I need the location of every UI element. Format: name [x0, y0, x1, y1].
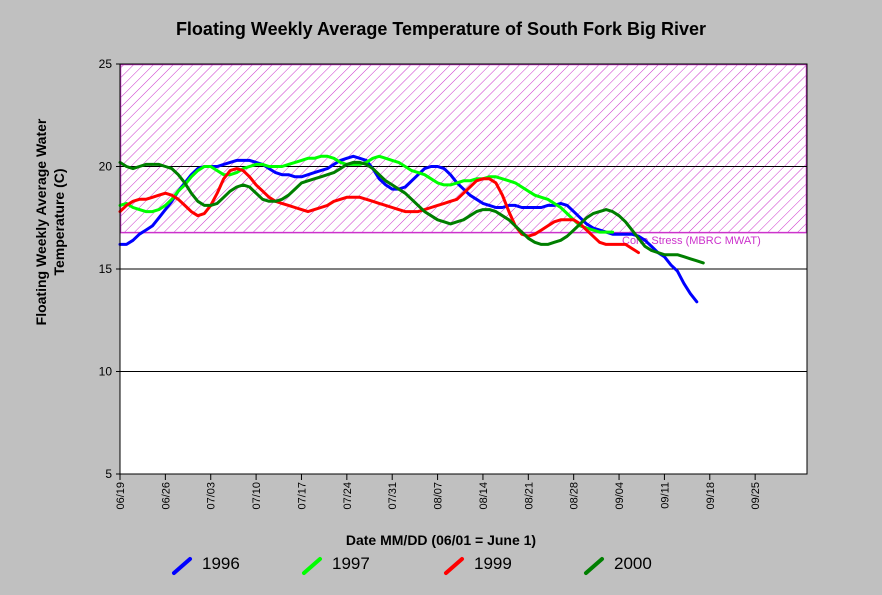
x-tick-label: 08/07	[433, 482, 445, 510]
y-axis-title-line: Temperature (C)	[51, 168, 67, 275]
series-line-1996	[118, 154, 699, 304]
legend-label: 2000	[614, 554, 652, 573]
legend-swatch-line	[172, 557, 192, 575]
y-tick-label: 15	[99, 262, 113, 276]
legend-swatch-line	[444, 557, 464, 575]
chart-title: Floating Weekly Average Temperature of S…	[175, 19, 707, 39]
x-tick-label: 07/31	[387, 482, 399, 510]
y-axis-title-line: Floating Weekly Average Water	[33, 118, 49, 325]
x-tick-label: 07/10	[251, 482, 263, 510]
x-tick-label: 09/25	[750, 482, 762, 510]
legend-swatch	[584, 557, 604, 575]
series-line-1997	[118, 154, 615, 234]
legend-label: 1997	[332, 554, 370, 573]
x-tick-label: 06/26	[160, 482, 172, 510]
y-tick-label: 10	[99, 365, 113, 379]
legend-swatch	[444, 557, 464, 575]
legend: 1996 1997 1999 2000	[170, 552, 690, 580]
x-axis-title: Date MM/DD (06/01 = June 1)	[346, 532, 536, 548]
x-tick-label: 07/24	[342, 482, 354, 510]
x-tick-label: 08/28	[569, 482, 581, 510]
x-tick-label: 09/04	[614, 482, 626, 510]
series-line-1999	[118, 167, 640, 255]
threshold-band	[120, 64, 807, 233]
legend-swatch	[302, 557, 322, 575]
y-tick-label: 25	[99, 57, 113, 71]
threshold-label: Coho Stress (MBRC MWAT)	[622, 235, 761, 247]
x-tick-label: 07/03	[206, 482, 218, 510]
y-tick-label: 5	[105, 467, 112, 481]
x-tick-label: 07/17	[296, 482, 308, 510]
y-tick-label: 20	[99, 160, 113, 174]
legend-swatch	[172, 557, 192, 575]
y-axis-title: Floating Weekly Average Water Temperature…	[33, 118, 67, 325]
x-tick-label: 09/11	[659, 482, 671, 509]
x-tick-label: 09/18	[705, 482, 717, 510]
x-tick-label: 08/21	[523, 482, 535, 510]
legend-label: 1996	[202, 554, 240, 573]
legend-swatch-line	[302, 557, 322, 575]
series-line-2000	[118, 160, 705, 265]
legend-swatch-line	[584, 557, 604, 575]
legend-label: 1999	[474, 554, 512, 573]
x-tick-label: 06/19	[115, 482, 127, 510]
x-tick-label: 08/14	[478, 482, 490, 510]
